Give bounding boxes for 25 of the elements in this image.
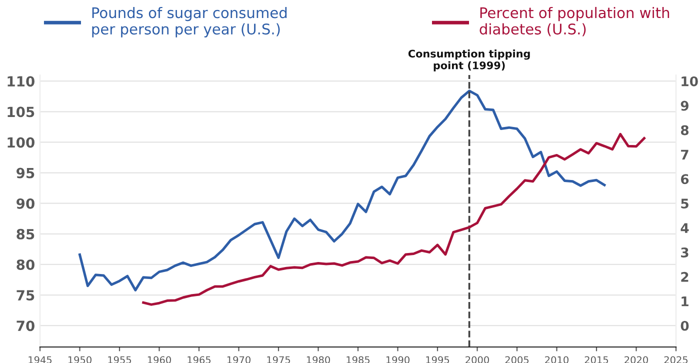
y2-tick-label: 6 <box>680 174 689 184</box>
y2-tick-label: 5 <box>681 198 688 209</box>
y2-tick-label: 3 <box>681 247 688 258</box>
y-tick-label: 70 <box>16 320 34 332</box>
line-series <box>142 132 646 306</box>
y-tick-label: 110 <box>8 76 34 87</box>
y2-tick-label: 9 <box>680 100 689 111</box>
line-series <box>78 90 606 292</box>
y-tick-label: 100 <box>8 137 34 148</box>
y2-tick-label: 4 <box>680 223 689 233</box>
y2-tick-label: 0 <box>680 320 689 331</box>
y2-tick-label: 1 <box>682 296 688 306</box>
y-tick-label: 90 <box>16 198 34 209</box>
y-tick-label: 80 <box>16 259 34 270</box>
y2-tick-label: 2 <box>681 272 688 282</box>
y-tick-label: 105 <box>8 106 34 118</box>
y2-tick-label: 8 <box>680 125 689 136</box>
y-tick-label: 75 <box>16 290 34 301</box>
y-tick-label: 85 <box>16 228 34 240</box>
y2-tick-label: 7 <box>681 150 688 160</box>
legend-label: Pounds of sugar consumed per person per year (U.S.) <box>92 6 287 38</box>
ref-line-label: Consumption tipping point (1999) <box>408 50 530 72</box>
y-tick-label: 95 <box>16 168 34 178</box>
legend-label: Percent of population with diabetes (U.S.) <box>480 6 670 36</box>
y2-tick-label: 10 <box>682 76 698 86</box>
